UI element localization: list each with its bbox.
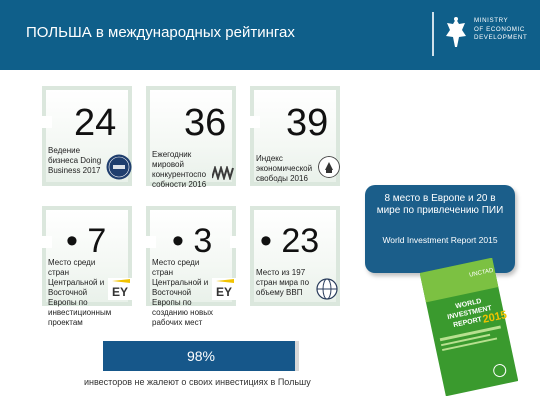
- ranking-card-new-jobs: • 3 Место среди стран Центральной и Вост…: [146, 206, 238, 327]
- ey-logo-icon: EY: [108, 278, 132, 300]
- rank-value: • 3: [172, 222, 213, 260]
- ministry-logo-text: MINISTRY OF ECONOMIC DEVELOPMENT: [474, 17, 528, 41]
- page-title: ПОЛЬША в международных рейтингах: [26, 24, 295, 41]
- book-brand: UNCTAD: [469, 268, 495, 279]
- fdi-rank-text: 8 место в Европе и 20 в мире по привлече…: [376, 193, 504, 216]
- rank-value: • 7: [66, 222, 107, 260]
- ranking-card-investment-projects: • 7 Место среди стран Центральной и Вост…: [42, 206, 132, 327]
- fdi-source-text: World Investment Report 2015: [382, 235, 498, 245]
- doing-business-badge-icon: [106, 154, 132, 180]
- ranking-card-world-competitiveness: 36 Ежегодник мировой конкурентоспо собно…: [146, 86, 236, 189]
- ranking-card-economic-freedom: 39 Индекс экономической свободы 2016: [250, 86, 340, 186]
- rank-value: 36: [184, 102, 227, 144]
- investors-percent: 98%: [186, 348, 216, 364]
- rank-description: Индекс экономической свободы 2016: [256, 154, 313, 183]
- rank-value: 39: [286, 102, 329, 144]
- economic-freedom-badge-icon: [318, 156, 340, 178]
- world-investment-report-cover: UNCTAD WORLD INVESTMENT REPORT 2015: [420, 258, 518, 396]
- investors-bar-fill: [103, 341, 296, 371]
- rank-description: Место из 197 стран мира по объему ВВП: [256, 268, 310, 297]
- svg-text:EY: EY: [112, 285, 128, 299]
- investors-satisfaction-bar: 98%: [103, 341, 299, 371]
- ranking-card-gdp: • 23 Место из 197 стран мира по объему В…: [250, 206, 340, 306]
- rank-description: Ежегодник мировой конкурентоспо собности…: [152, 150, 207, 189]
- eagle-emblem-icon: [446, 17, 466, 47]
- header-banner: ПОЛЬША в международных рейтингах MINISTR…: [0, 0, 540, 70]
- rank-description: Место среди стран Центральной и Восточно…: [152, 258, 214, 327]
- rank-description: Ведение бизнеса Doing Business 2017: [48, 146, 102, 175]
- ranking-card-doing-business: 24 Ведение бизнеса Doing Business 2017: [42, 86, 132, 186]
- ey-logo-icon: EY: [212, 278, 236, 300]
- book-year: 2015: [482, 309, 508, 326]
- rank-value: 24: [74, 102, 117, 144]
- logo-divider: [432, 12, 434, 56]
- svg-text:EY: EY: [216, 285, 232, 299]
- imd-logo-icon: [212, 166, 234, 180]
- rank-value: • 23: [260, 222, 320, 260]
- world-bank-globe-icon: [316, 278, 338, 300]
- investors-caption: инвесторов не жалеют о своих инвестициях…: [84, 377, 311, 387]
- rank-description: Место среди стран Центральной и Восточно…: [48, 258, 112, 327]
